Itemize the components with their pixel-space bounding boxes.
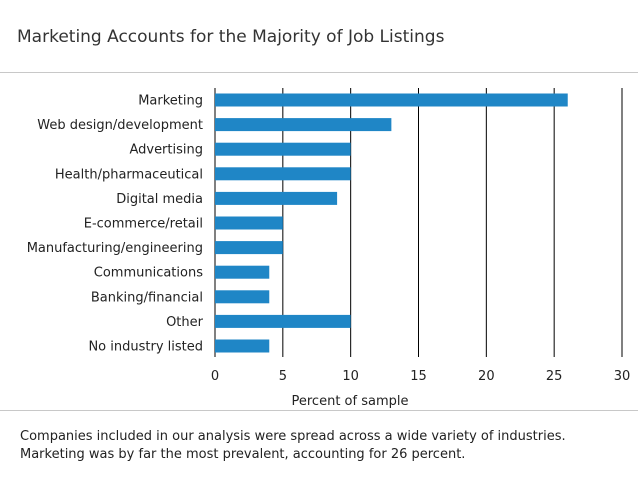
x-tick-label: 20 bbox=[478, 369, 495, 384]
gridlines bbox=[214, 88, 623, 357]
category-label: No industry listed bbox=[88, 340, 203, 355]
bar bbox=[215, 118, 392, 132]
bar-chart: Marketing Web design/development Advertisi… bbox=[27, 88, 630, 409]
bar bbox=[215, 93, 568, 107]
x-tick-labels: 0 5 10 15 20 25 30 bbox=[211, 369, 630, 384]
x-tick-label: 25 bbox=[546, 369, 563, 384]
x-tick-label: 30 bbox=[614, 369, 631, 384]
bar bbox=[215, 191, 338, 205]
caption: Companies included in our analysis were … bbox=[20, 429, 566, 462]
category-label: Other bbox=[166, 315, 204, 330]
category-label: Communications bbox=[94, 266, 203, 281]
top-divider bbox=[0, 72, 638, 73]
x-tick-label: 15 bbox=[410, 369, 427, 384]
category-label: E-commerce/retail bbox=[84, 217, 203, 232]
bar bbox=[215, 339, 270, 353]
category-label: Health/pharmaceutical bbox=[55, 167, 203, 182]
category-label: Digital media bbox=[116, 192, 203, 207]
bar bbox=[215, 216, 283, 230]
bar bbox=[215, 142, 351, 156]
category-label: Web design/development bbox=[37, 118, 203, 133]
x-tick-label: 5 bbox=[279, 369, 287, 384]
bottom-divider bbox=[0, 410, 638, 411]
bar bbox=[215, 241, 283, 255]
bar bbox=[215, 265, 270, 279]
category-label: Manufacturing/engineering bbox=[27, 241, 203, 256]
bar bbox=[215, 290, 270, 304]
bars bbox=[215, 93, 568, 353]
category-label: Banking/financial bbox=[91, 290, 203, 305]
category-label: Advertising bbox=[129, 143, 203, 158]
x-axis-label: Percent of sample bbox=[292, 394, 409, 409]
bar bbox=[215, 314, 351, 328]
chart-title: Marketing Accounts for the Majority of J… bbox=[17, 27, 445, 47]
category-labels: Marketing Web design/development Advertisi… bbox=[27, 94, 204, 355]
x-tick-label: 0 bbox=[211, 369, 219, 384]
bar bbox=[215, 167, 351, 181]
category-label: Marketing bbox=[138, 94, 203, 109]
x-tick-label: 10 bbox=[342, 369, 359, 384]
